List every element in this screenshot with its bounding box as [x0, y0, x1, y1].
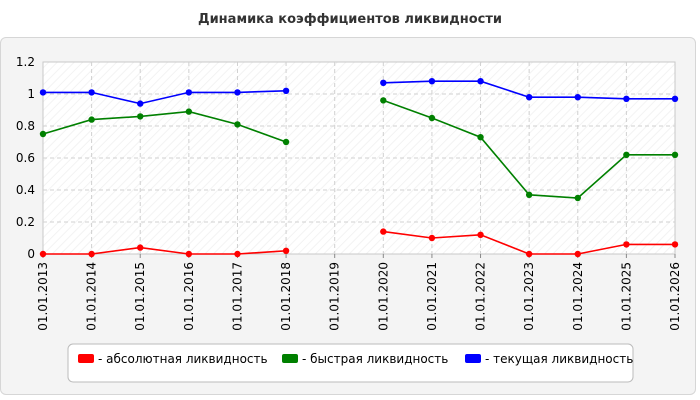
series-2: [39, 97, 679, 202]
data-point: [525, 191, 533, 198]
y-tick-label: 1.2: [16, 55, 35, 69]
x-tick-label: 01.01.2018: [279, 262, 293, 331]
x-tick-label: 01.01.2021: [425, 262, 439, 331]
series-line: [43, 246, 287, 255]
y-tick-label: 1: [27, 87, 35, 101]
x-tick-label: 01.01.2026: [668, 262, 682, 331]
x-axis: 01.01.2013 01.01.2014 01.01.2015 01.01.2016…: [36, 254, 682, 331]
x-tick-label: 01.01.2023: [522, 262, 536, 331]
data-point: [428, 78, 436, 85]
data-point: [88, 89, 95, 96]
data-point: [671, 241, 679, 248]
series-line: [42, 110, 287, 143]
x-tick-label: 01.01.2013: [36, 262, 50, 331]
legend-label: - абсолютная ликвидность: [98, 352, 268, 366]
legend-swatch: [282, 354, 298, 363]
data-point: [623, 151, 630, 158]
data-point: [88, 250, 95, 258]
data-point: [623, 95, 630, 103]
data-point: [137, 113, 144, 120]
data-point: [39, 130, 47, 138]
legend-box: [67, 343, 634, 383]
legend-label: - текущая ликвидность: [485, 352, 633, 366]
data-point: [234, 121, 241, 128]
data-point: [671, 151, 679, 158]
data-point: [671, 95, 679, 103]
data-point: [574, 94, 581, 101]
data-point: [380, 97, 387, 104]
data-point: [234, 89, 241, 96]
data-point: [185, 89, 193, 96]
series-layer: [39, 78, 679, 258]
data-point: [88, 116, 95, 123]
data-point: [185, 250, 193, 258]
series-1: [39, 228, 679, 258]
data-point: [39, 250, 47, 258]
y-axis: 0 0.2 0.4 0.6 0.8 1 1.2: [16, 55, 35, 261]
legend-label: - быстрая ликвидность: [302, 352, 448, 366]
legend-swatch: [465, 354, 481, 363]
x-tick-label: 01.01.2014: [85, 262, 99, 331]
series-3: [39, 78, 679, 107]
data-point: [234, 250, 241, 258]
data-point: [477, 78, 484, 85]
x-tick-label: 01.01.2024: [571, 262, 585, 331]
x-tick-label: 01.01.2017: [230, 262, 244, 331]
data-point: [574, 194, 581, 202]
data-point: [282, 87, 290, 95]
x-tick-label: 01.01.2016: [182, 262, 196, 331]
data-point: [623, 241, 630, 248]
data-point: [477, 134, 484, 141]
data-point: [185, 108, 193, 115]
data-point: [39, 89, 47, 96]
y-tick-label: 0.2: [16, 215, 35, 229]
legend-swatch: [78, 354, 94, 363]
y-tick-label: 0.6: [16, 151, 35, 165]
y-tick-label: 0.8: [16, 119, 35, 133]
x-tick-label: 01.01.2020: [376, 262, 390, 331]
data-point: [137, 100, 144, 107]
x-tick-label: 01.01.2015: [133, 262, 147, 331]
data-point: [282, 138, 290, 146]
x-tick-label: 01.01.2025: [619, 262, 633, 331]
data-point: [137, 244, 144, 251]
data-point: [428, 234, 436, 242]
data-point: [574, 250, 581, 258]
data-point: [380, 228, 387, 235]
chart-title: Динамика коэффициентов ликвидности: [198, 12, 502, 27]
data-point: [525, 250, 533, 258]
x-tick-label: 01.01.2019: [328, 262, 342, 331]
legend: - абсолютная ликвидность - быстрая ликвид…: [67, 343, 634, 383]
data-point: [525, 94, 533, 101]
data-point: [428, 114, 436, 122]
data-point: [282, 247, 290, 254]
y-tick-label: 0.4: [16, 183, 35, 197]
y-tick-label: 0: [27, 247, 35, 261]
series-line: [43, 90, 287, 105]
data-point: [380, 79, 387, 87]
x-tick-label: 01.01.2022: [474, 262, 488, 331]
data-point: [477, 231, 484, 238]
